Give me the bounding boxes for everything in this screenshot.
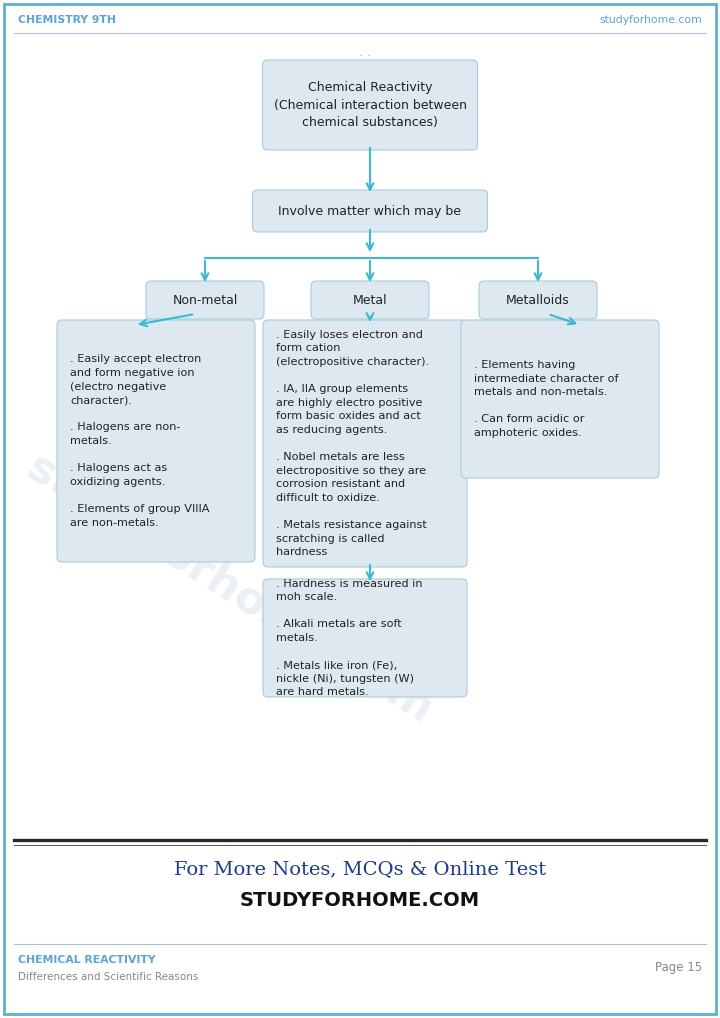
Text: Page 15: Page 15: [655, 961, 702, 974]
Text: Differences and Scientific Reasons: Differences and Scientific Reasons: [18, 972, 199, 982]
Text: studyforhome.com: studyforhome.com: [599, 15, 702, 25]
FancyBboxPatch shape: [263, 579, 467, 697]
Text: . Easily loses electron and
form cation
(electropositive character).

. IA, IIA : . Easily loses electron and form cation …: [276, 330, 429, 557]
Text: Metal: Metal: [353, 293, 387, 306]
Text: Non-metal: Non-metal: [172, 293, 238, 306]
Text: . Easily accept electron
and form negative ion
(electro negative
character).

. : . Easily accept electron and form negati…: [70, 354, 210, 527]
Text: . Hardness is measured in
moh scale.

. Alkali metals are soft
metals.

. Metals: . Hardness is measured in moh scale. . A…: [276, 578, 423, 697]
FancyBboxPatch shape: [461, 320, 659, 478]
FancyBboxPatch shape: [57, 320, 255, 562]
FancyBboxPatch shape: [263, 60, 477, 150]
Text: CHEMICAL REACTIVITY: CHEMICAL REACTIVITY: [18, 955, 156, 965]
FancyBboxPatch shape: [253, 190, 487, 232]
Text: studyforhome.com: studyforhome.com: [19, 447, 441, 733]
Text: . Elements having
intermediate character of
metals and non-metals.

. Can form a: . Elements having intermediate character…: [474, 360, 618, 438]
Text: . .: . .: [359, 46, 371, 58]
Text: For More Notes, MCQs & Online Test: For More Notes, MCQs & Online Test: [174, 860, 546, 878]
FancyBboxPatch shape: [479, 281, 597, 319]
Text: Metalloids: Metalloids: [506, 293, 570, 306]
FancyBboxPatch shape: [311, 281, 429, 319]
Text: STUDYFORHOME.COM: STUDYFORHOME.COM: [240, 891, 480, 909]
FancyBboxPatch shape: [263, 320, 467, 567]
Text: Involve matter which may be: Involve matter which may be: [279, 205, 462, 218]
Text: CHEMISTRY 9TH: CHEMISTRY 9TH: [18, 15, 116, 25]
Text: Chemical Reactivity
(Chemical interaction between
chemical substances): Chemical Reactivity (Chemical interactio…: [274, 81, 467, 129]
FancyBboxPatch shape: [146, 281, 264, 319]
